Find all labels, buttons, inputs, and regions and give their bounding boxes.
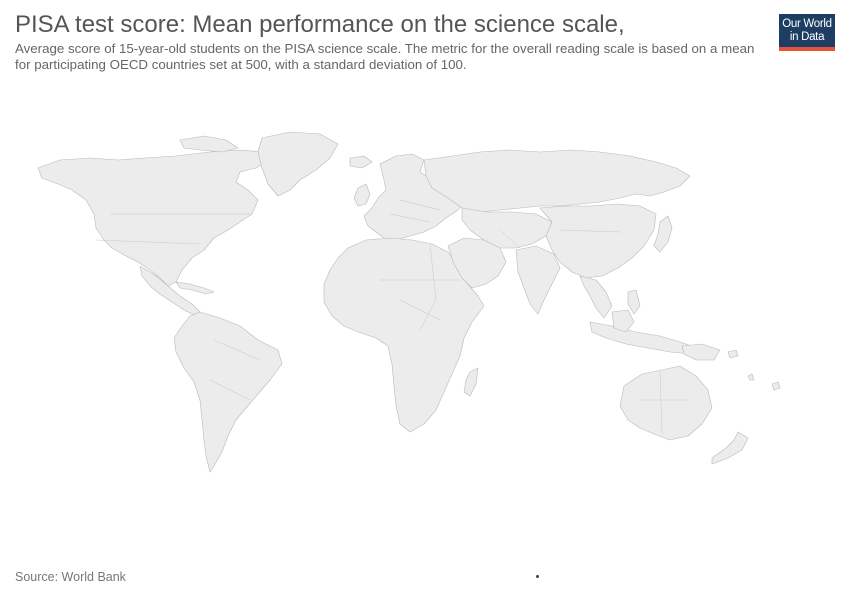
map-region-africa[interactable] — [323, 237, 485, 433]
map-region-australia[interactable] — [619, 365, 713, 441]
logo-line-2: in Data — [789, 31, 825, 43]
map-region-central-asia[interactable] — [461, 207, 553, 249]
logo-line-1: Our World — [782, 18, 832, 30]
map-region-borneo[interactable] — [611, 309, 635, 333]
map-region-russia[interactable] — [423, 149, 691, 213]
map-region-north-america[interactable] — [37, 149, 269, 287]
chart-title: PISA test score: Mean performance on the… — [15, 11, 625, 38]
chart-subtitle: Average score of 15-year-old students on… — [15, 41, 755, 72]
border-lines — [95, 199, 690, 435]
map-region-india[interactable] — [515, 245, 561, 315]
map-region-new-zealand[interactable] — [711, 431, 749, 465]
map-region-philippines[interactable] — [627, 289, 641, 315]
map-region-arctic-islands[interactable] — [179, 135, 239, 153]
map-region-east-asia[interactable] — [539, 203, 657, 279]
map-region-europe[interactable] — [363, 153, 467, 241]
map-region-southeast-asia[interactable] — [579, 275, 613, 319]
map-region-madagascar[interactable] — [463, 367, 479, 397]
map-region-caribbean[interactable] — [175, 281, 215, 295]
map-region-middle-east[interactable] — [447, 237, 507, 289]
map-region-pacific-islands[interactable] — [727, 349, 781, 391]
map-region-uk[interactable] — [353, 183, 371, 207]
map-region-new-guinea[interactable] — [681, 343, 721, 361]
owid-logo[interactable]: Our World in Data — [779, 14, 835, 51]
map-region-south-america[interactable] — [173, 311, 283, 473]
map-region-greenland[interactable] — [257, 131, 339, 197]
timeline-marker — [536, 575, 539, 578]
map-region-japan[interactable] — [653, 215, 673, 253]
world-map — [37, 131, 781, 473]
map-region-iceland[interactable] — [349, 155, 373, 169]
source-note: Source: World Bank — [15, 570, 126, 584]
map-region-indonesia[interactable] — [589, 321, 699, 355]
